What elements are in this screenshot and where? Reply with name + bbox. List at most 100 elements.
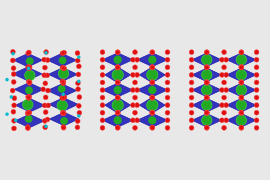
Circle shape bbox=[204, 110, 209, 115]
Circle shape bbox=[224, 103, 229, 108]
Circle shape bbox=[27, 67, 30, 70]
Circle shape bbox=[25, 86, 33, 94]
Polygon shape bbox=[49, 112, 79, 126]
Circle shape bbox=[42, 73, 47, 78]
Circle shape bbox=[189, 72, 194, 77]
Circle shape bbox=[204, 125, 209, 130]
Circle shape bbox=[222, 125, 227, 130]
Circle shape bbox=[165, 125, 170, 130]
Circle shape bbox=[100, 80, 105, 85]
Circle shape bbox=[150, 110, 155, 115]
Circle shape bbox=[59, 57, 66, 64]
Circle shape bbox=[42, 118, 47, 123]
Polygon shape bbox=[47, 53, 77, 67]
Circle shape bbox=[27, 110, 32, 115]
Circle shape bbox=[115, 95, 120, 100]
Circle shape bbox=[135, 118, 140, 123]
Circle shape bbox=[41, 87, 46, 92]
Circle shape bbox=[130, 103, 135, 108]
Circle shape bbox=[150, 50, 155, 55]
Circle shape bbox=[76, 64, 81, 69]
Circle shape bbox=[12, 96, 17, 101]
Circle shape bbox=[77, 110, 82, 115]
Circle shape bbox=[26, 57, 33, 65]
Circle shape bbox=[10, 88, 15, 93]
Circle shape bbox=[60, 110, 65, 115]
Circle shape bbox=[27, 65, 32, 69]
Circle shape bbox=[189, 110, 194, 115]
Circle shape bbox=[150, 65, 155, 70]
Circle shape bbox=[100, 118, 105, 123]
Circle shape bbox=[239, 125, 244, 130]
Circle shape bbox=[60, 51, 65, 56]
Circle shape bbox=[61, 79, 66, 84]
Circle shape bbox=[76, 87, 80, 92]
Circle shape bbox=[236, 85, 247, 95]
Circle shape bbox=[27, 80, 32, 85]
Circle shape bbox=[222, 95, 227, 100]
Circle shape bbox=[150, 50, 155, 55]
Circle shape bbox=[224, 88, 229, 92]
Circle shape bbox=[10, 95, 13, 99]
Circle shape bbox=[133, 50, 137, 55]
Circle shape bbox=[26, 110, 31, 115]
Circle shape bbox=[130, 57, 135, 62]
Circle shape bbox=[43, 95, 48, 100]
Circle shape bbox=[220, 57, 224, 62]
Polygon shape bbox=[103, 113, 133, 127]
Circle shape bbox=[189, 88, 194, 92]
Circle shape bbox=[239, 65, 244, 70]
Circle shape bbox=[61, 125, 66, 130]
Circle shape bbox=[222, 80, 227, 85]
Circle shape bbox=[27, 80, 32, 85]
Circle shape bbox=[115, 80, 120, 85]
Circle shape bbox=[150, 65, 155, 70]
Circle shape bbox=[189, 57, 194, 62]
Circle shape bbox=[115, 125, 120, 130]
Circle shape bbox=[25, 115, 33, 123]
Circle shape bbox=[135, 72, 140, 77]
Circle shape bbox=[62, 50, 66, 55]
Circle shape bbox=[26, 51, 31, 56]
Circle shape bbox=[254, 65, 259, 70]
Circle shape bbox=[254, 95, 259, 100]
Circle shape bbox=[224, 118, 229, 123]
Circle shape bbox=[254, 118, 259, 123]
Circle shape bbox=[148, 56, 156, 64]
Circle shape bbox=[61, 111, 66, 116]
Circle shape bbox=[115, 65, 120, 70]
Circle shape bbox=[5, 112, 9, 116]
Circle shape bbox=[76, 81, 80, 86]
Circle shape bbox=[112, 100, 123, 111]
Polygon shape bbox=[13, 67, 42, 81]
Circle shape bbox=[61, 125, 66, 130]
Circle shape bbox=[165, 110, 170, 115]
Circle shape bbox=[189, 95, 194, 100]
Circle shape bbox=[5, 78, 9, 81]
Circle shape bbox=[100, 125, 105, 130]
Polygon shape bbox=[227, 53, 256, 67]
Circle shape bbox=[165, 118, 170, 123]
Circle shape bbox=[11, 66, 16, 71]
Circle shape bbox=[60, 79, 65, 84]
Circle shape bbox=[115, 80, 120, 85]
Circle shape bbox=[254, 103, 259, 108]
Circle shape bbox=[130, 72, 135, 77]
Circle shape bbox=[224, 57, 229, 62]
Circle shape bbox=[189, 125, 194, 130]
Polygon shape bbox=[49, 98, 78, 111]
Polygon shape bbox=[192, 53, 221, 67]
Circle shape bbox=[254, 88, 259, 92]
Polygon shape bbox=[48, 68, 77, 81]
Circle shape bbox=[114, 116, 122, 124]
Circle shape bbox=[27, 66, 32, 71]
Circle shape bbox=[12, 118, 16, 123]
Circle shape bbox=[25, 126, 30, 131]
Circle shape bbox=[239, 80, 244, 85]
Circle shape bbox=[58, 68, 69, 78]
Circle shape bbox=[115, 50, 120, 55]
Circle shape bbox=[62, 95, 67, 100]
Circle shape bbox=[135, 103, 140, 108]
Circle shape bbox=[43, 81, 48, 86]
Circle shape bbox=[150, 65, 155, 69]
